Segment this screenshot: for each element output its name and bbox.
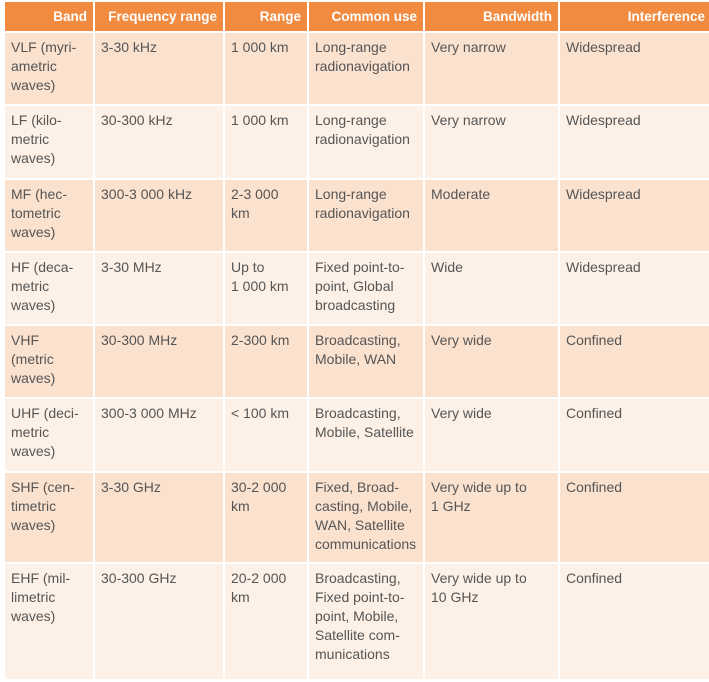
table-row: SHF (cen- timetric waves) 3-30 GHz 30-2 00…	[5, 473, 709, 562]
table-row: VLF (myri- ametric waves) 3-30 kHz 1 000 k…	[5, 33, 709, 104]
header-cell: Common use	[309, 2, 423, 31]
table-body: VLF (myri- ametric waves) 3-30 kHz 1 000 k…	[5, 33, 709, 679]
table-cell: Confined	[560, 399, 709, 471]
table-cell: 1 000 km	[225, 33, 307, 104]
table-cell: Very wide up to 1 GHz	[425, 473, 558, 562]
header-cell: Bandwidth	[425, 2, 558, 31]
table-cell: Confined	[560, 326, 709, 397]
header-cell: Band	[5, 2, 93, 31]
table-cell: Widespread	[560, 33, 709, 104]
table-cell: Broadcasting, Mobile, Satellite	[309, 399, 423, 471]
table-cell: LF (kilo- metric waves)	[5, 106, 93, 178]
table-cell: HF (deca- metric waves)	[5, 253, 93, 324]
table-row: EHF (mil- limetric waves) 30-300 GHz 20-2 …	[5, 564, 709, 679]
table-cell: Confined	[560, 473, 709, 562]
table-cell: 30-300 MHz	[95, 326, 223, 397]
table-row: VHF (metric waves) 30-300 MHz 2-300 km Broa…	[5, 326, 709, 397]
table-cell: Very wide	[425, 326, 558, 397]
table-cell: Long-range radionavigation	[309, 106, 423, 178]
table-cell: SHF (cen- timetric waves)	[5, 473, 93, 562]
table-cell: Very wide	[425, 399, 558, 471]
table-cell: UHF (deci- metric waves)	[5, 399, 93, 471]
table-cell: 2-3 000 km	[225, 180, 307, 251]
table-cell: Long-range radionavigation	[309, 180, 423, 251]
band-table: Band Frequency range Range Common use Bandwi…	[3, 0, 709, 681]
header-cell: Range	[225, 2, 307, 31]
table-cell: Widespread	[560, 253, 709, 324]
table-cell: 2-300 km	[225, 326, 307, 397]
table-row: LF (kilo- metric waves) 30-300 kHz 1 000 k…	[5, 106, 709, 178]
table-cell: Widespread	[560, 180, 709, 251]
table-cell: Long-range radionavigation	[309, 33, 423, 104]
table-cell: Very wide up to 10 GHz	[425, 564, 558, 679]
table-cell: MF (hec- tometric waves)	[5, 180, 93, 251]
table-cell: 30-300 GHz	[95, 564, 223, 679]
table-cell: 300-3 000 kHz	[95, 180, 223, 251]
table-cell: VLF (myri- ametric waves)	[5, 33, 93, 104]
table-row: MF (hec- tometric waves) 300-3 000 kHz 2-3…	[5, 180, 709, 251]
table-cell: 3-30 kHz	[95, 33, 223, 104]
table-cell: 1 000 km	[225, 106, 307, 178]
table-cell: 30-2 000 km	[225, 473, 307, 562]
table-cell: 300-3 000 MHz	[95, 399, 223, 471]
table-cell: 3-30 GHz	[95, 473, 223, 562]
table-cell: Wide	[425, 253, 558, 324]
header-cell: Interference	[560, 2, 709, 31]
header-cell: Frequency range	[95, 2, 223, 31]
table-cell: Moderate	[425, 180, 558, 251]
table-cell: EHF (mil- limetric waves)	[5, 564, 93, 679]
table-row: UHF (deci- metric waves) 300-3 000 MHz < 1…	[5, 399, 709, 471]
table-cell: Up to 1 000 km	[225, 253, 307, 324]
table-cell: Fixed, Broad- casting, Mobile, WAN, Sate…	[309, 473, 423, 562]
table-cell: Fixed point-to- point, Global broadcasti…	[309, 253, 423, 324]
table-cell: Confined	[560, 564, 709, 679]
table-cell: 30-300 kHz	[95, 106, 223, 178]
header-row: Band Frequency range Range Common use Bandwi…	[5, 2, 709, 31]
table-cell: 3-30 MHz	[95, 253, 223, 324]
table-row: HF (deca- metric waves) 3-30 MHz Up to 1 0…	[5, 253, 709, 324]
table-cell: Widespread	[560, 106, 709, 178]
table-cell: 20-2 000 km	[225, 564, 307, 679]
table-cell: Very narrow	[425, 106, 558, 178]
table-cell: Broadcasting, Fixed point-to- point, Mob…	[309, 564, 423, 679]
table-cell: Broadcasting, Mobile, WAN	[309, 326, 423, 397]
table-cell: VHF (metric waves)	[5, 326, 93, 397]
table-cell: Very narrow	[425, 33, 558, 104]
table-cell: < 100 km	[225, 399, 307, 471]
